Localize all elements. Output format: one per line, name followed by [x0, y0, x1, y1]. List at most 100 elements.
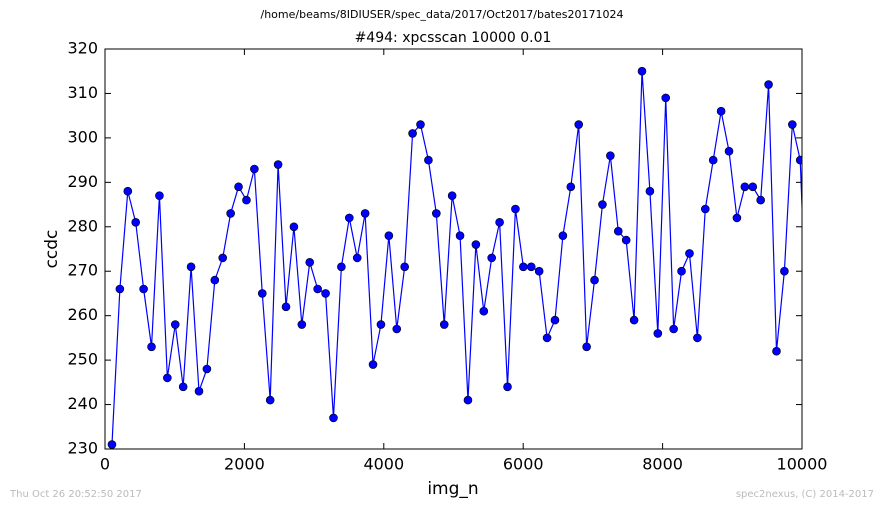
data-point [305, 258, 315, 267]
data-point [740, 182, 750, 192]
data-point [424, 155, 433, 165]
data-point [637, 66, 647, 76]
data-point [352, 253, 362, 263]
y-axis-label: ccdc [42, 230, 62, 269]
data-point [432, 209, 441, 218]
y-tick-label: 280 [67, 216, 98, 235]
timestamp: Thu Oct 26 20:52:50 2017 [9, 489, 142, 500]
data-point [700, 204, 710, 214]
x-tick-label: 10000 [777, 455, 828, 474]
data-point [693, 333, 702, 343]
x-tick-label: 2000 [224, 455, 265, 474]
data-point [526, 262, 536, 272]
copyright: spec2nexus, (C) 2014-2017 [736, 489, 874, 500]
data-point [574, 120, 584, 129]
data-point [685, 249, 694, 258]
data-point [645, 186, 655, 196]
data-point [313, 284, 322, 294]
data-point [590, 275, 599, 285]
data-point [242, 195, 251, 205]
data-point [131, 218, 141, 227]
y-tick-label: 230 [67, 439, 98, 458]
data-point [115, 284, 125, 294]
plot-frame [104, 48, 803, 450]
data-point [653, 329, 663, 338]
data-point [400, 262, 409, 272]
y-tick-label: 310 [67, 83, 98, 102]
data-point [250, 164, 259, 174]
y-tick-label: 300 [67, 127, 98, 146]
data-point [519, 262, 528, 272]
data-point [511, 204, 520, 214]
data-point [408, 129, 417, 138]
data-point [582, 342, 591, 352]
y-tick-label: 290 [67, 172, 98, 191]
data-point [202, 364, 212, 374]
data-point [321, 289, 330, 298]
header: /home/beams/8IDIUSER/spec_data/2017/Oct2… [261, 8, 624, 21]
data-point [123, 186, 133, 196]
data-point [344, 213, 354, 223]
data-point [677, 266, 686, 276]
data-point [360, 209, 370, 218]
data-point [471, 240, 481, 249]
data-point [107, 440, 117, 449]
data-point [629, 315, 639, 325]
data-point [194, 386, 204, 396]
data-point [226, 209, 235, 218]
data-point [756, 195, 765, 205]
data-point [392, 324, 402, 334]
data-point [368, 360, 378, 369]
data-point [606, 151, 615, 160]
data-point [155, 191, 164, 200]
data-point [178, 382, 188, 392]
y-tick-label: 320 [67, 39, 98, 58]
data-point [218, 253, 228, 263]
data-point [795, 155, 802, 165]
x-tick-label: 6000 [503, 455, 544, 474]
data-point [550, 315, 560, 325]
data-point [534, 266, 544, 276]
data-point [170, 320, 180, 329]
data-point [384, 231, 394, 240]
data-point [455, 231, 465, 240]
data-point [376, 320, 386, 329]
data-point [542, 333, 552, 343]
data-point [613, 226, 623, 236]
data-point [598, 200, 607, 209]
y-tick-label: 240 [67, 394, 98, 413]
data-point [337, 262, 346, 272]
x-tick-label: 4000 [363, 455, 404, 474]
data-point [329, 413, 338, 423]
data-point [265, 395, 275, 405]
data-point [503, 382, 512, 392]
x-tick-label: 0 [100, 455, 110, 474]
data-point [147, 342, 156, 352]
data-point [281, 302, 291, 312]
data-point [566, 182, 576, 192]
data-point [479, 306, 489, 316]
x-axis-label: img_n [427, 479, 478, 499]
data-point [764, 80, 773, 89]
data-point [289, 222, 299, 232]
y-tick-label: 250 [67, 350, 98, 369]
data-point [210, 275, 220, 285]
data-point [163, 373, 172, 383]
data-point [661, 93, 671, 103]
data-point [273, 160, 283, 169]
data-point [416, 120, 425, 129]
data-point [772, 346, 781, 356]
data-point [788, 120, 797, 129]
data-point [186, 262, 196, 272]
data-point [257, 289, 267, 298]
data-point [716, 106, 726, 116]
y-tick-label: 260 [67, 305, 98, 324]
plot-area [107, 66, 802, 449]
data-point [297, 320, 307, 329]
x-tick-label: 8000 [642, 455, 683, 474]
data-point [447, 191, 457, 200]
data-point [463, 395, 473, 405]
data-point [708, 155, 718, 165]
